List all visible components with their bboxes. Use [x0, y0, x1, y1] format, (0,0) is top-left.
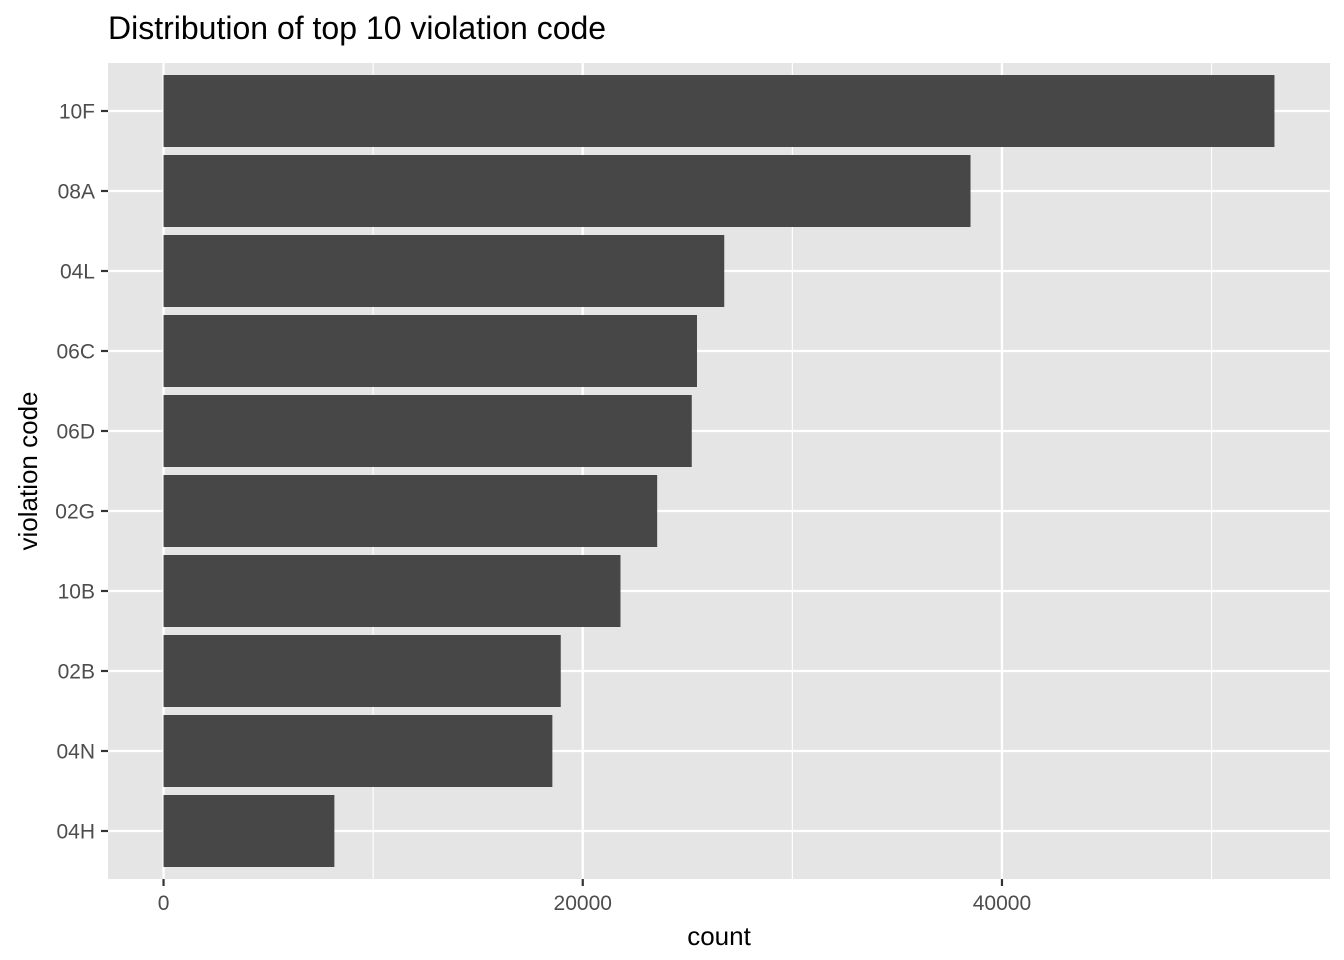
y-tick-label: 04L	[60, 261, 95, 284]
bar-06c	[163, 315, 697, 387]
bars	[163, 75, 1275, 867]
x-tick-label: 0	[158, 892, 170, 915]
y-tick-label: 10F	[59, 101, 95, 124]
x-axis-title: count	[687, 921, 751, 951]
x-axis: 0 20000 40000	[158, 879, 1031, 915]
bar-02g	[163, 475, 658, 547]
bar-04n	[163, 715, 553, 787]
bar-08a	[163, 155, 971, 227]
y-tick-label: 02B	[58, 661, 95, 684]
bar-06d	[163, 395, 692, 467]
y-tick-label: 04H	[56, 821, 95, 844]
bar-10b	[163, 555, 621, 627]
chart-title: Distribution of top 10 violation code	[108, 10, 606, 46]
bar-04h	[163, 795, 335, 867]
y-axis-title: violation code	[13, 392, 43, 551]
y-tick-label: 10B	[58, 581, 95, 604]
x-tick-label: 20000	[554, 892, 612, 915]
y-axis: 10F 08A 04L 06C 06D 02G 10B 02B 04N 04H	[55, 101, 108, 844]
y-tick-label: 06D	[56, 421, 95, 444]
y-tick-label: 06C	[56, 341, 95, 364]
bar-10f	[163, 75, 1275, 147]
y-tick-label: 02G	[55, 501, 95, 524]
y-tick-label: 04N	[56, 741, 95, 764]
y-tick-label: 08A	[58, 181, 95, 204]
bar-02b	[163, 635, 561, 707]
x-tick-label: 40000	[973, 892, 1031, 915]
bar-04l	[163, 235, 725, 307]
